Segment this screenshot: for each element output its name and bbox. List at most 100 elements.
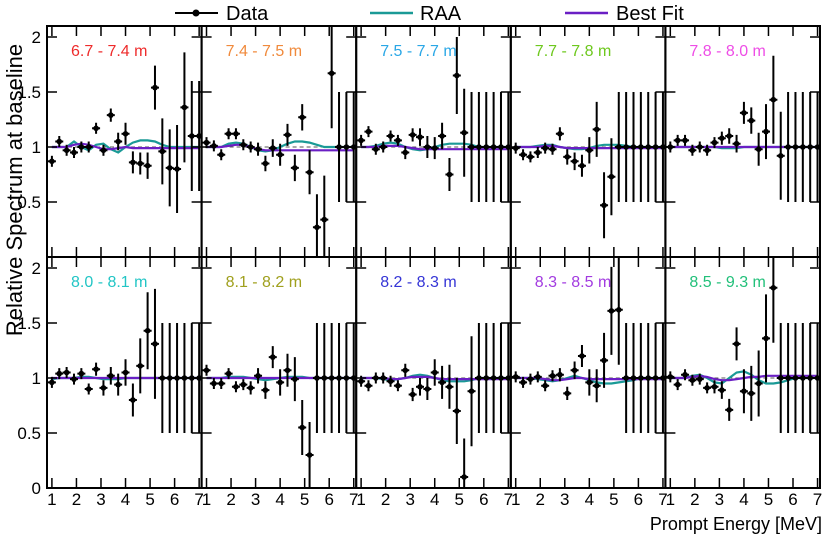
data-point [225, 370, 232, 377]
data-point [71, 149, 77, 156]
data-point [623, 375, 629, 381]
data-point [542, 145, 548, 151]
panel-8: 8.2 - 8.3 m 1 2 3 4 5 6 7 [355, 256, 513, 509]
data-point [218, 151, 225, 158]
data-point [446, 384, 453, 390]
data-point [586, 147, 593, 154]
panel-plot-area [47, 288, 202, 433]
panel-frame [664, 256, 822, 489]
data-point [166, 375, 173, 381]
data-point [203, 139, 210, 146]
y-tick-label: 1.5 [17, 83, 41, 102]
data-point [630, 144, 637, 150]
data-point [601, 202, 607, 209]
data-point [608, 173, 615, 180]
data-point [682, 371, 688, 378]
data-point [748, 390, 755, 397]
data-point [181, 104, 188, 111]
data-point [615, 307, 622, 313]
data-point [608, 308, 615, 314]
x-tick-label: 2 [381, 490, 390, 509]
data-point [365, 382, 372, 389]
x-tick-label: 7 [504, 490, 513, 509]
data-point [431, 145, 438, 151]
data-point [564, 390, 571, 397]
panels-grid: 6.7 - 7.4 m 0.5 1 1.5 2 7.4 - 7.5 m 7.5 - 7.7 … [17, 25, 822, 509]
data-point [100, 385, 107, 391]
data-point [284, 132, 291, 138]
y-tick-label: 0 [32, 479, 41, 498]
x-tick-label: 2 [72, 490, 81, 509]
panel-4: 7.7 - 7.8 m [509, 25, 667, 258]
panel-frame [664, 25, 822, 258]
x-tick-label: 7 [813, 490, 822, 509]
data-point [777, 375, 784, 381]
data-point [56, 138, 63, 145]
data-point [233, 131, 239, 137]
data-point [409, 391, 416, 398]
panel-1: 6.7 - 7.4 m 0.5 1 1.5 2 [17, 25, 203, 258]
data-point [255, 373, 261, 379]
x-tick-label: 6 [788, 490, 797, 509]
data-point [306, 169, 313, 176]
panel-3: 7.5 - 7.7 m [355, 25, 512, 258]
data-point [571, 367, 578, 374]
data-point [719, 387, 725, 393]
data-point [402, 149, 409, 156]
data-point [726, 133, 733, 139]
data-point [247, 144, 254, 150]
data-point [292, 376, 298, 382]
data-point [203, 367, 210, 374]
data-point [100, 147, 107, 154]
x-tick-label: 4 [121, 490, 130, 509]
data-point [593, 382, 600, 389]
data-point [93, 366, 99, 373]
data-point [755, 380, 762, 387]
data-point [534, 374, 541, 380]
data-point [409, 132, 416, 138]
data-point [615, 144, 622, 150]
panel-label: 7.7 - 7.8 m [535, 43, 611, 60]
x-tick-label: 3 [251, 490, 260, 509]
x-tick-label: 5 [455, 490, 464, 509]
data-point [358, 378, 364, 385]
x-tick-label: 2 [536, 490, 545, 509]
data-point [159, 375, 166, 381]
data-point [792, 144, 799, 150]
data-point [262, 387, 269, 393]
data-point [71, 376, 77, 382]
data-point [321, 216, 328, 223]
data-point [402, 367, 409, 374]
data-point [269, 145, 276, 151]
data-point [682, 137, 688, 144]
data-point [454, 72, 460, 79]
data-point [314, 224, 320, 231]
data-point [733, 341, 740, 347]
y-tick-label: 1 [32, 138, 41, 157]
data-point [800, 144, 806, 150]
x-tick-label: 6 [324, 490, 333, 509]
data-point [704, 147, 710, 154]
data-point [674, 137, 681, 144]
data-point [689, 147, 696, 154]
data-point [490, 144, 497, 150]
data-point [306, 452, 313, 458]
data-point [247, 385, 254, 391]
x-tick-label: 5 [609, 490, 618, 509]
data-point [130, 159, 136, 166]
data-point [336, 375, 342, 381]
x-tick-label: 6 [634, 490, 643, 509]
data-point [321, 375, 328, 381]
data-point [446, 171, 453, 178]
data-point [630, 375, 637, 381]
data-point [755, 146, 762, 152]
x-tick-label: 2 [226, 490, 235, 509]
data-point [336, 144, 342, 150]
data-point [144, 327, 151, 334]
data-point [328, 375, 335, 381]
panel-label: 8.0 - 8.1 m [71, 274, 147, 291]
y-tick-label: 0.5 [17, 193, 41, 212]
data-point [564, 154, 571, 160]
panel-plot-area [202, 323, 357, 488]
